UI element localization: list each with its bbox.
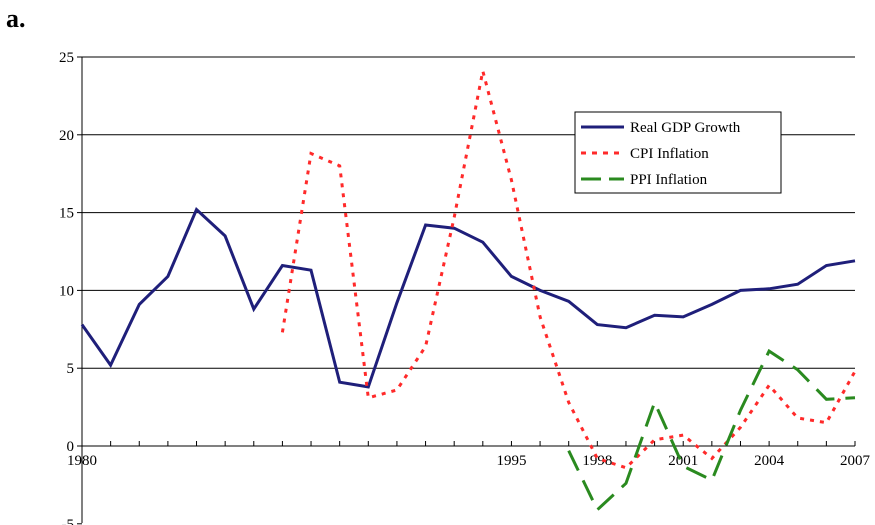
y-tick-label: 20 [59,128,74,144]
y-tick-label: -5 [62,517,75,525]
y-tick-label: 0 [67,439,75,455]
x-axis-ticks: 1980 1995 1998 2001 2004 2007 [67,441,871,469]
y-tick-label: 25 [59,50,74,66]
series-line-2 [280,70,857,470]
legend: Real GDP Growth CPI Inflation PPI Inflatio… [574,111,782,194]
y-tick-label: 5 [67,361,75,377]
y-tick-label: 15 [59,206,74,222]
series-line-1 [80,206,856,389]
legend-label-2: CPI Inflation [630,146,709,162]
x-tick-label: 1995 [496,453,526,469]
x-tick-label: 1998 [582,453,612,469]
x-tick-label: 2007 [840,453,871,469]
x-tick-label: 1980 [67,453,97,469]
series-line-3 [567,348,856,513]
y-tick-label: 10 [59,283,74,299]
x-tick-label: 2004 [754,453,785,469]
x-tick-label: 2001 [668,453,698,469]
y-axis-ticks: -5 0 5 10 15 20 25 [59,50,82,525]
panel-label: a. [6,4,26,33]
legend-label-3: PPI Inflation [630,172,708,188]
series-lines [80,70,857,513]
legend-label-1: Real GDP Growth [630,120,741,136]
